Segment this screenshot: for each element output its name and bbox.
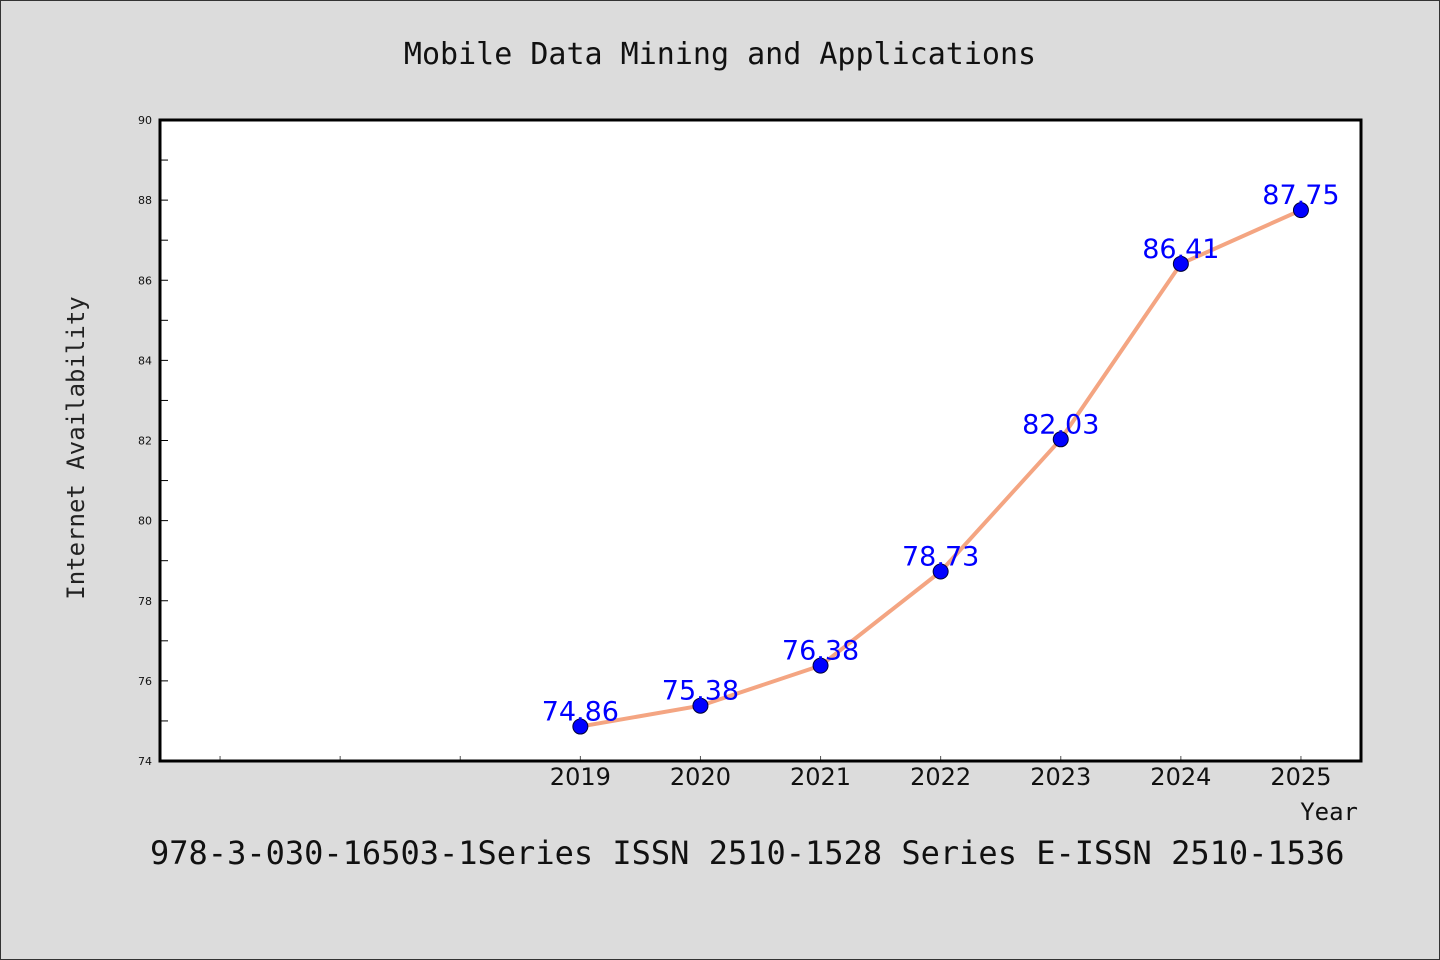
x-tick-label: 2019 bbox=[550, 763, 611, 791]
y-tick-label: 86 bbox=[138, 274, 152, 287]
y-tick-label: 90 bbox=[138, 114, 152, 127]
data-label: 86.41 bbox=[1142, 234, 1219, 265]
y-tick-label: 80 bbox=[138, 515, 152, 528]
y-tick-label: 78 bbox=[138, 595, 152, 608]
y-axis-label: Internet Availability bbox=[62, 296, 90, 599]
footer-text: 978-3-030-16503-1Series ISSN 2510-1528 S… bbox=[150, 834, 1344, 872]
x-axis: 2019 2020 2021 2022 2023 2024 2025 bbox=[219, 756, 1331, 791]
x-tick-label: 2025 bbox=[1270, 763, 1331, 791]
x-tick-label: 2024 bbox=[1150, 763, 1211, 791]
data-point bbox=[1292, 202, 1309, 219]
x-tick-label: 2020 bbox=[670, 763, 731, 791]
x-tick-label: 2023 bbox=[1030, 763, 1091, 791]
data-label: 75.38 bbox=[662, 676, 739, 707]
x-tick-label: 2021 bbox=[790, 763, 851, 791]
data-point bbox=[692, 697, 709, 714]
y-tick-label: 74 bbox=[138, 755, 152, 768]
y-tick-label: 82 bbox=[138, 435, 152, 448]
data-point bbox=[572, 718, 589, 735]
data-label: 74.86 bbox=[542, 697, 619, 728]
data-label: 87.75 bbox=[1262, 180, 1339, 211]
data-label: 76.38 bbox=[782, 636, 859, 667]
x-tick-label: 2022 bbox=[910, 763, 971, 791]
chart-title: Mobile Data Mining and Applications bbox=[404, 37, 1036, 72]
data-point bbox=[1172, 255, 1189, 272]
series-layer: 74.86 75.38 76.38 78.73 82.03 86.41 87.75 bbox=[542, 180, 1340, 735]
y-tick-label: 84 bbox=[138, 354, 152, 367]
data-point bbox=[812, 657, 829, 674]
y-tick-label: 76 bbox=[138, 675, 152, 688]
plot-area bbox=[160, 120, 1361, 761]
data-point bbox=[932, 563, 949, 580]
data-label: 82.03 bbox=[1022, 409, 1099, 440]
plot-frame bbox=[158, 118, 1363, 763]
y-tick-label: 88 bbox=[138, 194, 152, 207]
x-axis-label: Year bbox=[1300, 798, 1358, 826]
data-point bbox=[1052, 431, 1069, 448]
data-label: 78.73 bbox=[902, 542, 979, 573]
